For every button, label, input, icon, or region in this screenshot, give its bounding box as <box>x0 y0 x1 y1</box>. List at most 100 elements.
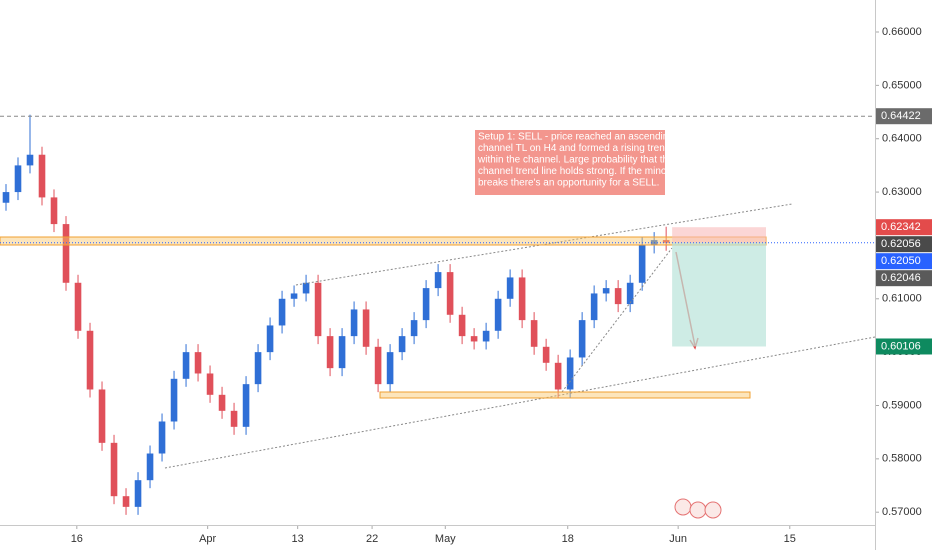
candle-body <box>50 197 58 225</box>
candle-body <box>134 480 142 507</box>
annotation-line: breaks there's an opportunity for a SELL… <box>478 178 659 189</box>
candle-body <box>578 320 586 358</box>
price-label-box <box>876 270 932 287</box>
price-label-box <box>876 253 932 270</box>
candle-body <box>98 389 106 443</box>
candle-body <box>662 240 670 243</box>
price-label: 0.62046 <box>881 272 921 284</box>
candle-body <box>506 277 514 299</box>
x-tick-label: 13 <box>292 533 304 545</box>
candle-body <box>470 336 478 342</box>
plot-layer: 0.570000.580000.590000.600000.610000.620… <box>2 26 922 545</box>
candle-body <box>230 410 238 427</box>
candle-body <box>410 320 418 337</box>
y-tick-label: 0.59000 <box>882 399 922 411</box>
candle-body <box>254 352 262 385</box>
candle-body <box>362 309 370 347</box>
x-tick-label: 22 <box>366 533 378 545</box>
target-zone <box>672 242 766 347</box>
candle-body <box>62 224 70 283</box>
candle-body <box>26 154 34 166</box>
annotation-line: Setup 1: SELL - price reached an ascendi… <box>478 132 674 143</box>
candle-body <box>326 336 334 369</box>
candle-body <box>278 298 286 326</box>
x-tick-label: Apr <box>199 533 216 545</box>
annotation-line: within the channel. Large probability th… <box>477 155 674 166</box>
price-label: 0.62050 <box>881 255 921 267</box>
y-tick-label: 0.63000 <box>882 186 922 198</box>
price-label-box <box>876 219 932 236</box>
candle-body <box>38 154 46 198</box>
candle-body <box>386 352 394 385</box>
support-zone <box>379 391 751 399</box>
annotation-box <box>475 130 665 195</box>
candle-body <box>638 245 646 283</box>
candle-body <box>602 288 610 294</box>
candle-body <box>542 346 550 363</box>
candle-body <box>458 314 466 337</box>
event-icon <box>689 501 707 519</box>
y-tick-label: 0.65000 <box>882 79 922 91</box>
candle-body <box>266 325 274 353</box>
candle-body <box>182 352 190 379</box>
candle-body <box>86 330 94 390</box>
candle-body <box>626 282 634 305</box>
x-tick-label: May <box>435 533 456 545</box>
candle-body <box>302 282 310 294</box>
candle-body <box>494 298 502 331</box>
y-tick-label: 0.61000 <box>882 293 922 305</box>
candle-body <box>374 346 382 385</box>
price-label-box <box>876 338 932 355</box>
annotation-line: channel TL on H4 and formed a rising tre… <box>478 143 689 154</box>
candle-body <box>218 394 226 411</box>
candle-body <box>338 336 346 369</box>
price-label: 0.62342 <box>881 221 921 233</box>
x-tick-label: Jun <box>669 533 687 545</box>
candle-body <box>398 336 406 353</box>
y-tick-label: 0.64000 <box>882 133 922 145</box>
candle-body <box>590 293 598 321</box>
x-tick-label: 18 <box>562 533 574 545</box>
candle-body <box>158 421 166 454</box>
candle-body <box>206 373 214 395</box>
candle-body <box>422 288 430 321</box>
candle-body <box>122 496 130 507</box>
candle-body <box>290 293 298 299</box>
candle-body <box>614 288 622 305</box>
candle-body <box>434 272 442 289</box>
candle-body <box>146 453 154 481</box>
candle-body <box>110 442 118 497</box>
resistance-zone <box>0 236 767 246</box>
y-tick-label: 0.58000 <box>882 453 922 465</box>
candle-body <box>314 282 322 337</box>
candle-body <box>14 165 22 193</box>
price-label-box <box>876 236 932 253</box>
candle-body <box>194 352 202 374</box>
y-tick-label: 0.57000 <box>882 506 922 518</box>
price-label-box <box>876 108 932 125</box>
event-icon <box>704 501 722 519</box>
x-tick-label: 16 <box>71 533 83 545</box>
candle-body <box>566 357 574 390</box>
x-tick-label: 15 <box>784 533 796 545</box>
candle-body <box>482 330 490 342</box>
price-label: 0.60106 <box>881 340 921 352</box>
event-icon <box>674 498 692 516</box>
channel-bottom <box>164 336 876 469</box>
candle-body <box>554 362 562 390</box>
price-label: 0.62056 <box>881 238 921 250</box>
candle-body <box>242 384 250 427</box>
candle-body <box>446 272 454 315</box>
candle-body <box>74 282 82 331</box>
candle-body <box>530 320 538 347</box>
event-icons <box>674 498 722 519</box>
y-tick-label: 0.66000 <box>882 26 922 38</box>
candle-body <box>2 192 10 203</box>
annotation-line: channel trend line holds strong. If the … <box>478 166 684 177</box>
stop-zone <box>672 227 766 243</box>
price-label: 0.64422 <box>881 110 921 122</box>
candle-body <box>350 309 358 337</box>
candle-body <box>518 277 526 321</box>
